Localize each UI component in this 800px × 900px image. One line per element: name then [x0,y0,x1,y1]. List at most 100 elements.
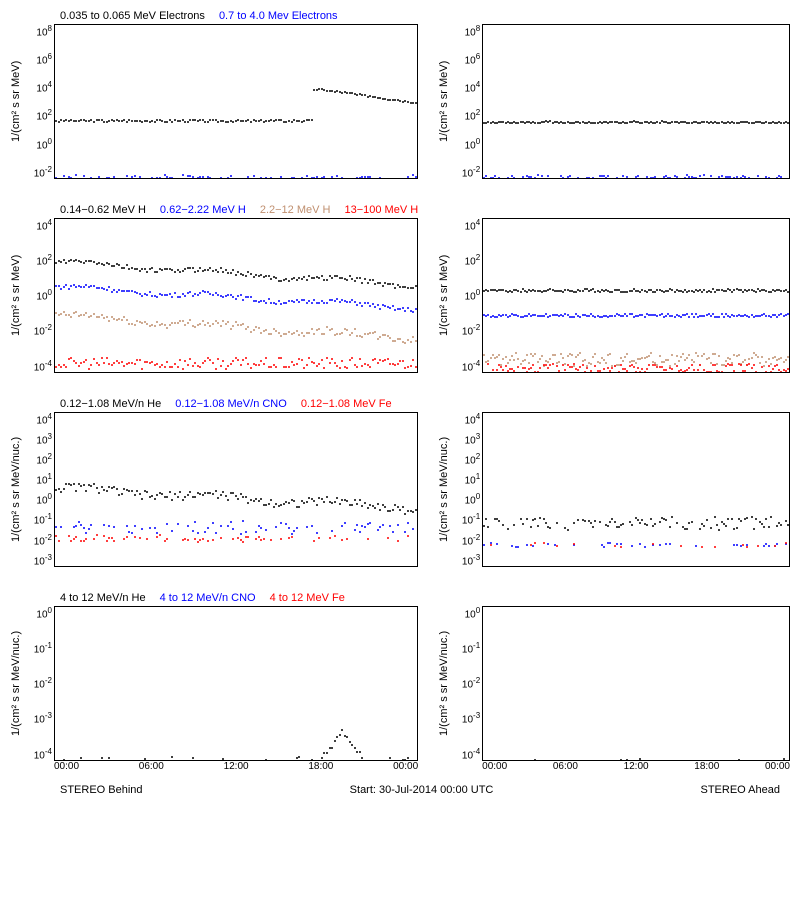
legend-item: 4 to 12 MeV/n CNO [160,592,256,606]
y-tick: 10-2 [34,323,52,337]
x-ticks [10,179,418,191]
y-axis-label: 1/(cm² s sr MeV) [438,24,452,179]
y-tick: 10-4 [34,359,52,373]
footer-right: STEREO Ahead [700,784,780,796]
footer-row: STEREO Behind Start: 30-Jul-2014 00:00 U… [10,782,790,796]
y-tick: 102 [36,452,52,466]
y-tick: 10-1 [34,641,52,655]
x-tick: 12:00 [224,761,249,773]
y-tick: 102 [465,108,481,122]
plot-area [54,606,418,761]
y-tick: 103 [36,432,52,446]
panel-r2-left: 0.12−1.08 MeV/n He0.12−1.08 MeV/n CNO0.1… [10,398,418,588]
y-tick: 10-3 [462,553,480,567]
footer-center: Start: 30-Jul-2014 00:00 UTC [350,784,494,796]
y-tick: 104 [465,412,481,426]
y-axis-label: 1/(cm² s sr MeV/nuc.) [10,412,24,567]
y-axis-label: 1/(cm² s sr MeV/nuc.) [10,606,24,761]
plot-area [482,606,790,761]
panel-r0-right: 1/(cm² s sr MeV) 108 106 104 102 100 10-2 [438,10,790,200]
plot-area [482,218,790,373]
y-tick: 102 [465,253,481,267]
y-ticks: 10810610410210010-2 [24,24,54,179]
y-ticks: 104 103 102 101 100 10-1 10-2 10-3 [24,412,54,567]
legend-item: 0.035 to 0.065 MeV Electrons [60,10,205,24]
legend-item: 0.62−2.22 MeV H [160,204,246,218]
panel-r2-right: 1/(cm² s sr MeV/nuc.) 104 103 102 101 100 10-1… [438,398,790,588]
y-tick: 10-2 [34,533,52,547]
plot-area [54,24,418,179]
y-tick: 101 [36,472,52,486]
panel-r3-right: 1/(cm² s sr MeV/nuc.)10010-110-210-310-4… [438,592,790,782]
y-tick: 101 [465,472,481,486]
legend-item: 2.2−12 MeV H [260,204,331,218]
y-tick: 10-4 [462,747,480,761]
y-axis-label: 1/(cm² s sr MeV/nuc.) [438,412,452,567]
y-axis-label: 1/(cm² s sr MeV) [10,24,24,179]
y-tick: 100 [36,492,52,506]
x-ticks [10,373,418,385]
x-ticks: 00:00 06:00 12:00 18:00 00:00 [10,761,418,773]
x-tick: 06:00 [139,761,164,773]
plot-area [482,412,790,567]
y-tick: 100 [36,288,52,302]
plot-area [482,24,790,179]
y-tick: 100 [465,492,481,506]
y-tick: 10-1 [34,512,52,526]
y-tick: 104 [36,412,52,426]
x-ticks [438,567,790,579]
y-axis-label: 1/(cm² s sr MeV) [10,218,24,373]
y-tick: 102 [36,253,52,267]
plot-area [54,218,418,373]
legend-item: 0.14−0.62 MeV H [60,204,146,218]
panel-r1-right: 1/(cm² s sr MeV)10410210010-210-4 [438,204,790,394]
y-tick: 10-2 [34,676,52,690]
y-tick: 10-2 [462,323,480,337]
y-ticks: 10410210010-210-4 [452,218,482,373]
y-tick: 10-2 [34,165,52,179]
x-tick: 00:00 [393,761,418,773]
legend-row [438,10,790,24]
y-tick: 100 [465,137,481,151]
y-tick: 102 [465,452,481,466]
panel-r0-left: 0.035 to 0.065 MeV Electrons0.7 to 4.0 M… [10,10,418,200]
legend-row: 0.035 to 0.065 MeV Electrons0.7 to 4.0 M… [10,10,418,24]
y-tick: 10-3 [34,553,52,567]
legend-item: 4 to 12 MeV/n He [60,592,146,606]
x-tick: 00:00 [482,761,507,773]
y-tick: 106 [465,52,481,66]
y-tick: 10-2 [462,165,480,179]
y-tick: 104 [36,80,52,94]
chart-grid: 0.035 to 0.065 MeV Electrons0.7 to 4.0 M… [10,10,790,782]
y-tick: 10-3 [34,711,52,725]
y-tick: 100 [465,606,481,620]
y-tick: 10-2 [462,533,480,547]
y-tick: 103 [465,432,481,446]
panel-r3-left: 4 to 12 MeV/n He 4 to 12 MeV/n CNO 4 to 12… [10,592,418,782]
x-tick: 06:00 [553,761,578,773]
y-axis-label: 1/(cm² s sr MeV) [438,218,452,373]
y-ticks: 10010-110-210-310-4 [452,606,482,761]
plot-area [54,412,418,567]
y-tick: 104 [465,80,481,94]
legend-row [438,204,790,218]
x-tick: 18:00 [308,761,333,773]
legend-row: 4 to 12 MeV/n He 4 to 12 MeV/n CNO 4 to 12… [10,592,418,606]
y-ticks: 108 106 104 102 100 10-2 [452,24,482,179]
x-tick: 00:00 [54,761,79,773]
y-tick: 10-1 [462,512,480,526]
y-tick: 10-4 [462,359,480,373]
legend-row [438,398,790,412]
legend-item: 13−100 MeV H [344,204,418,218]
y-tick: 108 [465,24,481,38]
legend-row: 0.12−1.08 MeV/n He0.12−1.08 MeV/n CNO0.1… [10,398,418,412]
y-tick: 100 [36,137,52,151]
y-tick: 104 [36,218,52,232]
y-tick: 100 [465,288,481,302]
x-ticks [438,373,790,385]
y-ticks: 104 102 100 10-2 10-4 [24,218,54,373]
y-tick: 10-1 [462,641,480,655]
legend-item: 0.12−1.08 MeV Fe [301,398,392,412]
x-tick: 18:00 [694,761,719,773]
legend-item: 4 to 12 MeV Fe [270,592,345,606]
